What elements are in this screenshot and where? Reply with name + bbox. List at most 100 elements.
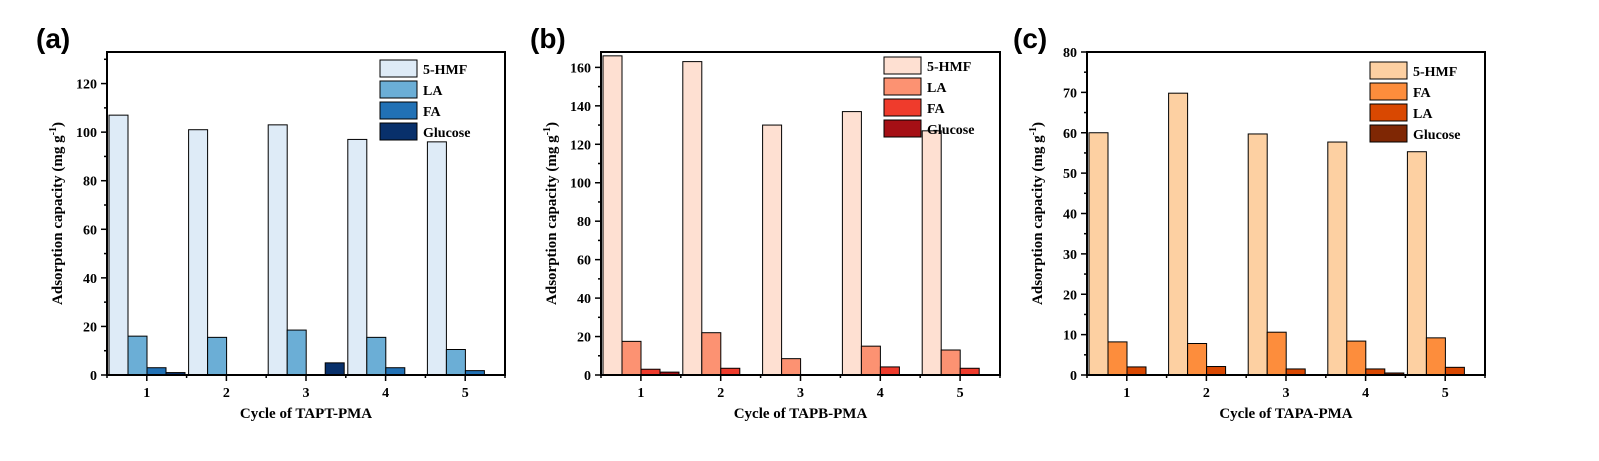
x-tick-label: 5 [957,386,964,401]
bar-fa-cycle-1 [1107,341,1128,376]
y-tick-label: 60 [577,254,591,269]
bar-la-cycle-1 [621,340,642,376]
y-tick-label: 0 [1070,369,1077,384]
bar-la-cycle-4 [366,336,387,376]
y-axis-title-main: Adsorption capacity (mg g [1030,135,1046,305]
y-tick-label: 0 [90,369,97,384]
bar-la-cycle-3 [286,329,307,376]
x-tick-label: 3 [797,386,804,401]
legend-label: Glucose [927,123,974,138]
y-tick-label: 60 [1063,127,1077,142]
legend-label: FA [423,105,442,120]
legend-swatch-fa [1369,82,1408,101]
bar-5-hmf-cycle-5 [1406,151,1427,376]
bar-la-cycle-5 [940,349,961,376]
y-tick-label: 30 [1063,248,1077,263]
legend-swatch-la [379,80,418,99]
bar-la-cycle-1 [127,335,148,376]
bar-fa-cycle-5 [959,367,980,376]
x-tick-label: 5 [462,386,469,401]
legend-swatch-5-hmf [379,59,418,78]
chart-panel-0: (a) 0 20 40 60 80 100 120 1 2 3 4 5 Cycle of TAPT-PMA… [36,23,506,422]
legend-label: LA [423,84,443,99]
y-tick-label: 140 [570,100,591,115]
legend-label: Glucose [1413,128,1460,143]
legend-swatch-glucose [379,122,418,141]
y-tick-label: 100 [76,126,97,141]
y-tick-label: 40 [577,292,591,307]
y-tick-label: 80 [577,215,591,230]
y-axis-title-main: Adsorption capacity (mg g [544,135,560,305]
panel-label: (b) [530,23,566,54]
y-axis-title: Adsorption capacity (mg g-1) [1028,122,1046,305]
legend-label: FA [1413,86,1432,101]
chart-panel-2: (c) 0 10 20 30 40 50 60 70 80 1 2 3 4 5 Cycle of TAPA-P… [1013,23,1486,422]
y-tick-label: 10 [1063,329,1077,344]
bar-fa-cycle-4 [1346,340,1367,376]
x-tick-label: 1 [1123,386,1130,401]
bar-glucose-cycle-3 [324,362,345,376]
bar-fa-cycle-5 [1425,337,1446,376]
y-tick-label: 40 [1063,208,1077,223]
y-axis-title-sup: -1 [48,127,59,135]
bar-5-hmf-cycle-2 [682,61,703,376]
bar-la-cycle-2 [1206,366,1227,376]
x-tick-label: 3 [1283,386,1290,401]
legend-swatch-fa [379,101,418,120]
bar-5-hmf-cycle-3 [1247,133,1268,376]
bar-la-cycle-2 [701,332,722,376]
legend-label: LA [1413,107,1433,122]
y-tick-label: 0 [584,369,591,384]
x-axis-title: Cycle of TAPT-PMA [240,406,372,422]
bar-5-hmf-cycle-4 [347,138,368,376]
bar-la-cycle-3 [781,358,802,376]
legend-swatch-5-hmf [1369,61,1408,80]
legend-label: LA [927,81,947,96]
x-tick-label: 4 [1362,386,1369,401]
panel-label: (a) [36,23,70,54]
legend-swatch-glucose [1369,124,1408,143]
x-axis-title: Cycle of TAPB-PMA [734,406,868,422]
bar-5-hmf-cycle-1 [108,114,129,376]
legend-swatch-5-hmf [883,56,922,75]
legend-label: 5-HMF [1413,65,1457,80]
y-axis-title-end: ) [544,122,560,127]
bar-fa-cycle-2 [1187,343,1208,376]
bar-5-hmf-cycle-5 [426,141,447,376]
y-axis-title-end: ) [50,122,66,127]
x-tick-label: 2 [1203,386,1210,401]
y-tick-label: 20 [83,320,97,335]
y-tick-label: 60 [83,223,97,238]
legend-swatch-la [883,77,922,96]
x-tick-label: 1 [143,386,150,401]
y-tick-label: 80 [1063,46,1077,61]
bar-fa-cycle-4 [879,366,900,376]
bar-5-hmf-cycle-1 [1088,132,1109,376]
legend-swatch-fa [883,98,922,117]
x-tick-label: 3 [303,386,310,401]
y-axis-title-sup: -1 [542,127,553,135]
legend-label: 5-HMF [927,60,971,75]
y-tick-label: 100 [570,177,591,192]
y-axis-title-sup: -1 [1028,127,1039,135]
y-tick-label: 120 [76,78,97,93]
y-axis-title-end: ) [1030,122,1046,127]
legend-swatch-la [1369,103,1408,122]
y-tick-label: 20 [1063,288,1077,303]
bar-fa-cycle-1 [146,367,167,376]
x-tick-label: 2 [717,386,724,401]
bar-5-hmf-cycle-3 [267,124,288,376]
y-tick-label: 160 [570,61,591,76]
x-tick-label: 5 [1442,386,1449,401]
y-tick-label: 80 [83,175,97,190]
legend-label: Glucose [423,126,470,141]
bar-la-cycle-2 [207,336,228,376]
bar-la-cycle-1 [1126,366,1147,376]
bar-la-cycle-4 [860,345,881,376]
bar-la-cycle-5 [445,349,466,376]
y-axis-title: Adsorption capacity (mg g-1) [48,122,66,305]
y-tick-label: 70 [1063,86,1077,101]
bar-5-hmf-cycle-4 [841,111,862,376]
bar-5-hmf-cycle-3 [762,124,783,376]
